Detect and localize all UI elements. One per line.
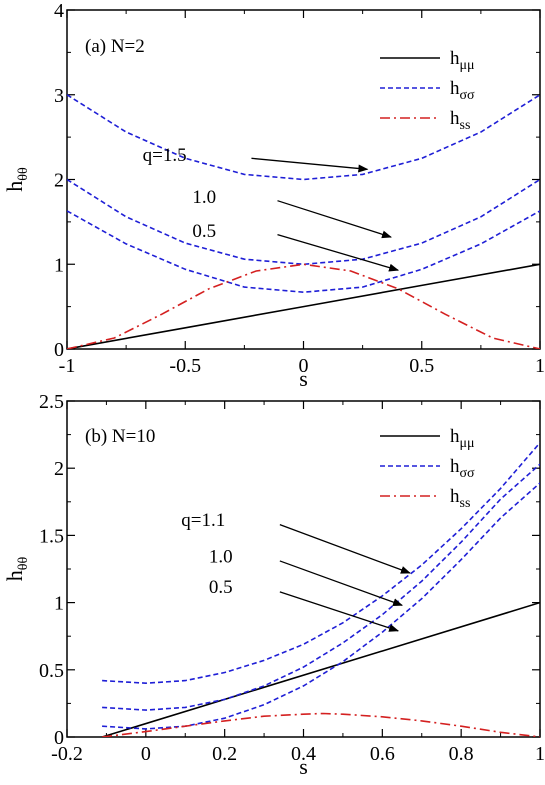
- y-axis-label: hθθ: [2, 167, 31, 192]
- y-tick-label: 0: [54, 727, 64, 749]
- y-tick-label: 1: [54, 593, 64, 615]
- annotation-arrow: [277, 200, 392, 239]
- series-line-mu: [101, 601, 540, 737]
- panel-a: -1 -0.5 0 0.5 1 0 1 2 3 4 s hθθ (a) N=2 hμμ hσσ hss q=1.…: [2, 0, 545, 391]
- annotation-arrow: [277, 233, 400, 272]
- panel-label: (b) N=10: [85, 426, 155, 447]
- series-line-sigma-q1.0: [67, 178, 540, 266]
- series-line-sigma-q1.1: [102, 442, 540, 685]
- panel-label: (a) N=2: [85, 36, 145, 57]
- annotation-label: 0.5: [209, 577, 233, 598]
- legend-label: hss: [450, 486, 470, 511]
- legend-label: hss: [450, 108, 470, 133]
- annotation-arrow: [251, 157, 369, 173]
- x-tick-label: 1: [535, 355, 545, 377]
- x-tick-label: -1: [59, 355, 76, 377]
- annotation-label: q=1.1: [181, 510, 225, 531]
- y-tick-label: 1.5: [39, 525, 64, 547]
- annotation-label: 1.0: [192, 187, 216, 208]
- x-tick-label: 0: [141, 743, 151, 765]
- series-line-sigma-q1.5: [67, 94, 540, 181]
- series-line-s: [67, 263, 540, 349]
- y-tick-label: 1: [54, 254, 64, 276]
- series-line-sigma-q0.5: [67, 210, 540, 294]
- x-tick-label: -0.2: [51, 743, 83, 765]
- legend-label: hσσ: [450, 456, 475, 481]
- y-tick-label: 2: [54, 170, 64, 192]
- x-tick-label: 0.2: [212, 743, 237, 765]
- series-line-sigma-q0.5: [102, 482, 540, 730]
- legend-label: hμμ: [450, 426, 475, 451]
- series-line-sigma-q1.0: [102, 463, 540, 711]
- x-tick-label: 0.4: [291, 743, 316, 765]
- annotation-label: q=1.5: [143, 145, 187, 166]
- y-tick-label: 0: [54, 339, 64, 361]
- series-line-s: [102, 712, 540, 737]
- x-tick-label: -0.5: [169, 355, 201, 377]
- y-tick-label: 2.5: [39, 391, 64, 413]
- y-tick-label: 4: [54, 0, 64, 22]
- y-tick-label: 3: [54, 85, 64, 107]
- annotation-arrow: [279, 524, 411, 574]
- x-tick-label: 0.6: [370, 743, 395, 765]
- y-axis-label-group: hθθ: [2, 167, 31, 192]
- x-tick-label: 0.5: [409, 355, 434, 377]
- y-tick-label: 0.5: [39, 660, 64, 682]
- y-tick-label: 2: [54, 458, 64, 480]
- y-axis-label: hθθ: [2, 557, 31, 582]
- annotation-arrow: [279, 560, 403, 606]
- x-axis-label: s: [299, 366, 308, 391]
- y-axis-label-group: hθθ: [2, 557, 31, 582]
- x-axis-label: s: [299, 754, 308, 779]
- legend-label: hσσ: [450, 78, 475, 103]
- x-tick-label: 0.8: [449, 743, 474, 765]
- series-line-mu: [67, 263, 540, 349]
- annotation-label: 1.0: [209, 546, 233, 567]
- annotation-label: 0.5: [192, 221, 216, 242]
- annotation-arrow: [279, 591, 400, 632]
- x-tick-label: 1: [535, 743, 545, 765]
- series-group: [101, 442, 540, 737]
- legend-label: hμμ: [450, 48, 475, 73]
- x-tick-label: 0: [299, 355, 309, 377]
- series-group: [67, 94, 540, 349]
